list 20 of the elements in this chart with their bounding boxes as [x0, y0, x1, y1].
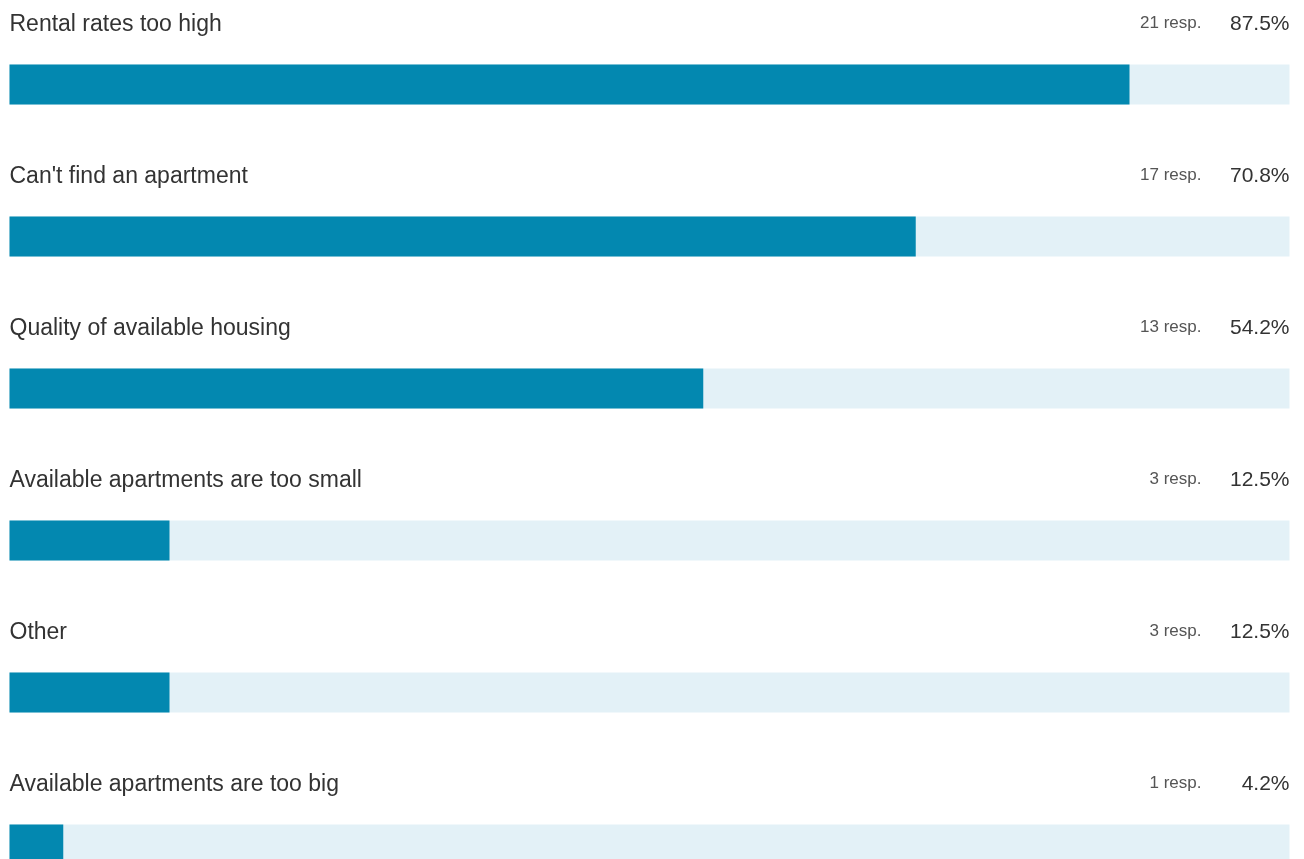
annotation: 13 resp. — [1140, 317, 1202, 336]
annotation: 17 resp. — [1140, 165, 1202, 184]
annotation: 1 resp. — [1149, 773, 1202, 792]
data-label: 54.2% — [1229, 315, 1290, 338]
annotation: 21 resp. — [1140, 13, 1202, 32]
annotation: 3 resp. — [1149, 621, 1202, 640]
annotation: 3 resp. — [1149, 469, 1202, 488]
y-tick-label: Rental rates too high — [9, 9, 222, 36]
bar — [9, 520, 170, 561]
y-tick-label: Available apartments are too big — [9, 769, 339, 796]
data-label: 87.5% — [1229, 11, 1290, 34]
data-label: 70.8% — [1229, 163, 1290, 186]
data-label: 4.2% — [1241, 771, 1290, 794]
y-tick-label: Can't find an apartment — [9, 161, 249, 188]
data-label: 12.5% — [1229, 619, 1290, 642]
data-label: 12.5% — [1229, 467, 1290, 490]
y-tick-label: Available apartments are too small — [9, 465, 362, 492]
y-tick-label: Quality of available housing — [9, 313, 291, 340]
bar — [9, 672, 170, 713]
y-tick-label: Other — [9, 617, 68, 644]
